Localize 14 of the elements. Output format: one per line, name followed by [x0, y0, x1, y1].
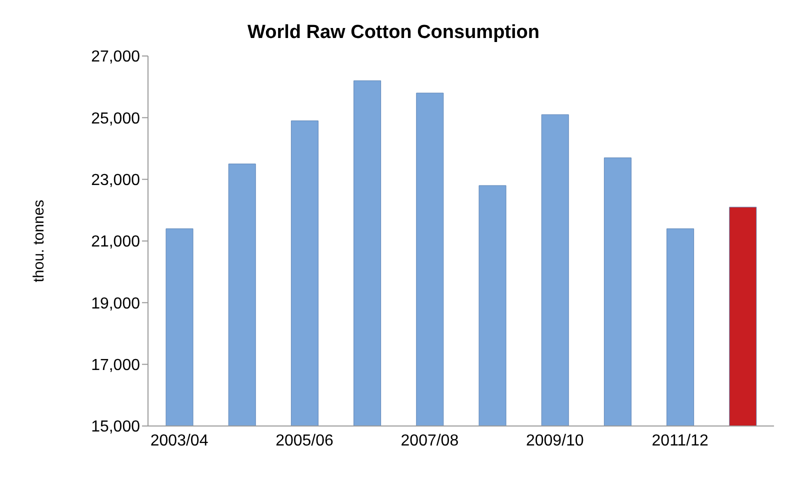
y-axis-title: thou. tonnes — [30, 200, 48, 282]
y-tick-label: 15,000 — [91, 418, 140, 436]
y-tick-label: 21,000 — [91, 234, 140, 251]
chart-title: World Raw Cotton Consumption — [246, 22, 540, 44]
x-tick-label: 2011/12 — [652, 432, 709, 450]
y-tick-label: 17,000 — [91, 357, 140, 374]
x-tick-label: 2005/06 — [276, 432, 334, 450]
y-tick-label: 27,000 — [91, 48, 140, 66]
x-tick-label: 2003/04 — [150, 432, 208, 450]
x-tick-label: 2007/08 — [400, 432, 459, 450]
y-tick-label: 25,000 — [91, 110, 140, 128]
x-tick-label: 2009/10 — [526, 432, 584, 450]
y-tick-label: 23,000 — [91, 172, 140, 190]
y-tick-label: 19,000 — [91, 295, 140, 312]
